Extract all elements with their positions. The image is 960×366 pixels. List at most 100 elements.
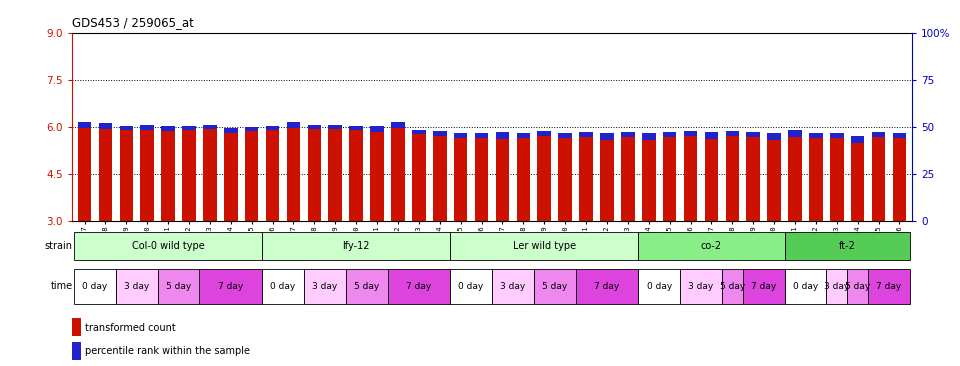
Bar bbox=[182, 126, 196, 130]
Bar bbox=[224, 128, 237, 132]
Bar bbox=[140, 125, 154, 130]
Bar bbox=[74, 232, 262, 260]
Bar bbox=[788, 130, 802, 137]
Bar bbox=[495, 132, 509, 139]
Bar bbox=[726, 131, 739, 136]
Bar bbox=[638, 269, 680, 304]
Bar bbox=[516, 133, 530, 221]
Text: time: time bbox=[50, 281, 72, 291]
Text: strain: strain bbox=[44, 241, 72, 251]
Bar bbox=[287, 122, 300, 128]
Bar bbox=[391, 122, 405, 128]
Bar bbox=[809, 133, 823, 138]
Bar bbox=[848, 269, 868, 304]
Bar bbox=[454, 133, 468, 221]
Text: GDS453 / 259065_at: GDS453 / 259065_at bbox=[72, 16, 194, 30]
Bar bbox=[161, 126, 175, 221]
Bar bbox=[328, 125, 342, 130]
Bar bbox=[893, 133, 906, 138]
Bar bbox=[433, 131, 446, 221]
Bar bbox=[388, 269, 450, 304]
Bar bbox=[371, 126, 384, 221]
Bar bbox=[662, 132, 677, 137]
Bar bbox=[204, 125, 217, 221]
Bar bbox=[767, 134, 780, 141]
Bar bbox=[684, 131, 697, 221]
Bar bbox=[450, 269, 492, 304]
Bar bbox=[872, 132, 885, 221]
Bar bbox=[576, 269, 638, 304]
Bar bbox=[349, 126, 363, 130]
Text: 5 day: 5 day bbox=[166, 282, 191, 291]
Text: transformed count: transformed count bbox=[85, 322, 177, 333]
Text: 7 day: 7 day bbox=[218, 282, 244, 291]
Bar bbox=[99, 123, 112, 221]
Bar bbox=[287, 122, 300, 221]
Bar bbox=[349, 126, 363, 221]
Bar bbox=[304, 269, 346, 304]
Bar bbox=[72, 342, 81, 360]
Bar bbox=[705, 132, 718, 221]
Bar bbox=[72, 318, 81, 336]
Bar bbox=[262, 232, 450, 260]
Text: 7 day: 7 day bbox=[876, 282, 901, 291]
Text: co-2: co-2 bbox=[701, 241, 722, 251]
Bar bbox=[74, 269, 116, 304]
Bar bbox=[830, 133, 844, 221]
Text: ft-2: ft-2 bbox=[839, 241, 855, 251]
Bar bbox=[722, 269, 743, 304]
Bar bbox=[638, 232, 784, 260]
Bar bbox=[161, 126, 175, 131]
Bar bbox=[245, 127, 258, 221]
Bar bbox=[868, 269, 910, 304]
Text: lfy-12: lfy-12 bbox=[343, 241, 370, 251]
Text: 0 day: 0 day bbox=[793, 282, 818, 291]
Bar bbox=[788, 130, 802, 221]
Bar bbox=[475, 134, 489, 221]
Bar bbox=[642, 133, 656, 140]
Text: 0 day: 0 day bbox=[271, 282, 296, 291]
Bar bbox=[827, 269, 848, 304]
Bar bbox=[391, 122, 405, 221]
Bar bbox=[433, 131, 446, 136]
Bar bbox=[157, 269, 200, 304]
Text: 3 day: 3 day bbox=[124, 282, 150, 291]
Bar bbox=[809, 133, 823, 221]
Bar bbox=[726, 131, 739, 221]
Bar bbox=[680, 269, 722, 304]
Text: 5 day: 5 day bbox=[845, 282, 871, 291]
Bar bbox=[245, 127, 258, 131]
Bar bbox=[495, 132, 509, 221]
Bar bbox=[872, 132, 885, 137]
Text: 0 day: 0 day bbox=[459, 282, 484, 291]
Bar bbox=[475, 134, 489, 138]
Bar bbox=[454, 133, 468, 138]
Bar bbox=[200, 269, 262, 304]
Bar bbox=[412, 130, 425, 221]
Bar bbox=[140, 125, 154, 221]
Bar bbox=[642, 133, 656, 221]
Bar bbox=[684, 131, 697, 136]
Bar bbox=[705, 132, 718, 139]
Bar bbox=[224, 128, 237, 221]
Bar bbox=[600, 133, 613, 221]
Text: 5 day: 5 day bbox=[720, 282, 745, 291]
Bar bbox=[784, 232, 910, 260]
Bar bbox=[266, 126, 279, 130]
Bar bbox=[747, 132, 760, 221]
Bar bbox=[307, 125, 322, 130]
Bar bbox=[538, 131, 551, 221]
Bar bbox=[893, 133, 906, 221]
Bar bbox=[579, 132, 593, 137]
Bar bbox=[621, 132, 635, 137]
Bar bbox=[579, 132, 593, 221]
Text: 7 day: 7 day bbox=[406, 282, 431, 291]
Bar bbox=[830, 133, 844, 138]
Bar bbox=[204, 125, 217, 130]
Text: 3 day: 3 day bbox=[824, 282, 850, 291]
Bar bbox=[120, 126, 133, 130]
Text: 7 day: 7 day bbox=[594, 282, 619, 291]
Text: 5 day: 5 day bbox=[354, 282, 379, 291]
Bar bbox=[621, 132, 635, 221]
Bar bbox=[262, 269, 304, 304]
